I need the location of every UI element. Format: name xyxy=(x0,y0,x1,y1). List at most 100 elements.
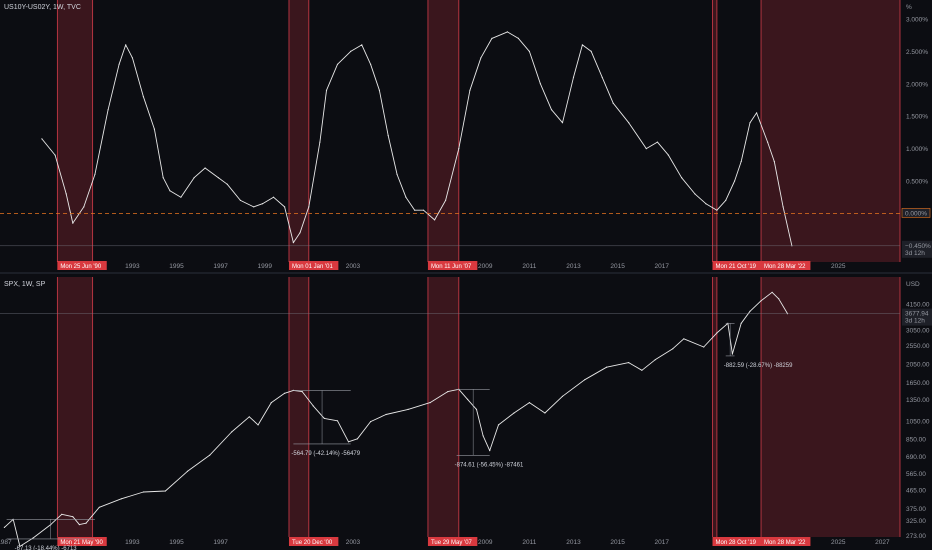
x-tick-label: 2013 xyxy=(566,263,581,270)
data-point xyxy=(142,96,144,98)
data-point xyxy=(325,89,328,91)
data-point xyxy=(292,242,294,244)
recession-tag xyxy=(427,261,478,270)
data-point xyxy=(628,122,630,124)
recession-band xyxy=(57,0,93,262)
recession-tag xyxy=(288,537,339,546)
x-tick-label: 2025 xyxy=(831,539,846,546)
data-point xyxy=(434,219,436,221)
data-point xyxy=(370,63,372,65)
recession-band xyxy=(427,277,459,537)
data-point xyxy=(740,322,742,324)
x-tick-label: 1993 xyxy=(125,263,140,270)
data-point xyxy=(528,50,531,53)
recession-tags: Mon 25 Jun '90 Mon 01 Jan '01 Mon 11 Jun '… xyxy=(57,261,811,270)
data-point xyxy=(561,395,564,397)
data-point xyxy=(550,109,553,111)
data-point xyxy=(767,141,769,143)
data-point xyxy=(3,526,5,529)
y-tick-label: 2050.00 xyxy=(906,361,930,368)
data-point xyxy=(72,222,74,224)
data-point xyxy=(740,160,742,163)
recession-tag-label: Tue 20 Dec '00 xyxy=(292,540,333,546)
data-point xyxy=(681,177,683,179)
data-point xyxy=(590,50,592,53)
data-point xyxy=(272,196,275,198)
data-point xyxy=(78,524,80,526)
y-tick-label: 375.00 xyxy=(906,506,926,513)
recession-tag-label: Mon 28 Mar '22 xyxy=(764,540,806,546)
data-point xyxy=(572,76,575,78)
data-point xyxy=(231,431,233,433)
recession-tag xyxy=(712,261,762,270)
x-tick-label: 2027 xyxy=(875,539,890,546)
data-point xyxy=(83,206,85,208)
data-point xyxy=(654,359,656,361)
x-tick-label: 1995 xyxy=(169,539,184,546)
data-point xyxy=(778,298,780,300)
data-point xyxy=(387,135,389,137)
data-point xyxy=(513,412,515,414)
recession-band xyxy=(712,0,717,262)
y-tick-label: 565.00 xyxy=(906,471,926,478)
recession-band xyxy=(288,0,309,262)
y-tick-label: 3050.00 xyxy=(906,328,930,335)
y-tick-label: 850.00 xyxy=(906,436,926,443)
data-point xyxy=(703,346,705,348)
data-point xyxy=(458,148,460,150)
recession-tag xyxy=(761,537,811,546)
data-point xyxy=(32,537,34,539)
data-point xyxy=(756,112,758,114)
data-point xyxy=(85,522,87,524)
x-tick-label: 2013 xyxy=(566,539,581,546)
data-point xyxy=(301,391,303,393)
data-point xyxy=(491,37,493,40)
x-tick-label: 2015 xyxy=(610,263,625,270)
y-tick-label: 1050.00 xyxy=(906,418,930,425)
data-point xyxy=(312,405,314,407)
recession-tag-label: Mon 25 Jun '90 xyxy=(60,264,102,270)
x-tick-label: 1993 xyxy=(125,539,140,546)
recession-tag xyxy=(57,537,107,546)
data-point xyxy=(749,310,751,312)
data-point xyxy=(771,291,773,293)
recession-tag-label: Mon 28 Oct '19 xyxy=(716,540,757,546)
recession-band xyxy=(57,277,93,537)
y-tick-label: 3.000% xyxy=(906,16,928,23)
drawdown-label: -564.79 (-42.14%) -56479 xyxy=(291,451,360,457)
axis-unit: USD xyxy=(906,281,920,288)
data-point xyxy=(284,206,286,208)
data-point xyxy=(319,141,321,143)
y-tick-label: 1350.00 xyxy=(906,397,930,404)
y-tick-label: 4150.00 xyxy=(906,301,930,308)
data-point xyxy=(539,83,542,85)
recession-band xyxy=(712,277,717,537)
data-point xyxy=(356,438,358,440)
recession-band xyxy=(427,0,459,262)
data-point xyxy=(118,63,120,65)
x-tick-label: 1997 xyxy=(213,539,228,546)
data-point xyxy=(19,545,21,548)
last-value-countdown: 3d 12h xyxy=(905,318,925,325)
data-point xyxy=(385,413,387,416)
data-point xyxy=(248,416,250,418)
data-point xyxy=(414,209,416,211)
data-point xyxy=(347,441,350,443)
data-point xyxy=(584,379,586,381)
data-point xyxy=(186,470,189,472)
drawdown-label: -67.13 (-18.44%) -6713 xyxy=(15,546,78,550)
data-point xyxy=(725,199,727,201)
data-point xyxy=(98,506,100,508)
data-point xyxy=(506,31,508,33)
drawdown-label: -882.59 (-28.67%) -88259 xyxy=(724,363,793,369)
data-point xyxy=(226,183,228,185)
data-point xyxy=(361,44,363,46)
data-point xyxy=(561,122,564,124)
data-point xyxy=(107,109,109,111)
recession-tag xyxy=(57,261,107,270)
data-point xyxy=(405,196,407,198)
axis-unit: % xyxy=(906,4,912,11)
x-tick-label: 2003 xyxy=(346,263,361,270)
data-point xyxy=(153,128,155,130)
